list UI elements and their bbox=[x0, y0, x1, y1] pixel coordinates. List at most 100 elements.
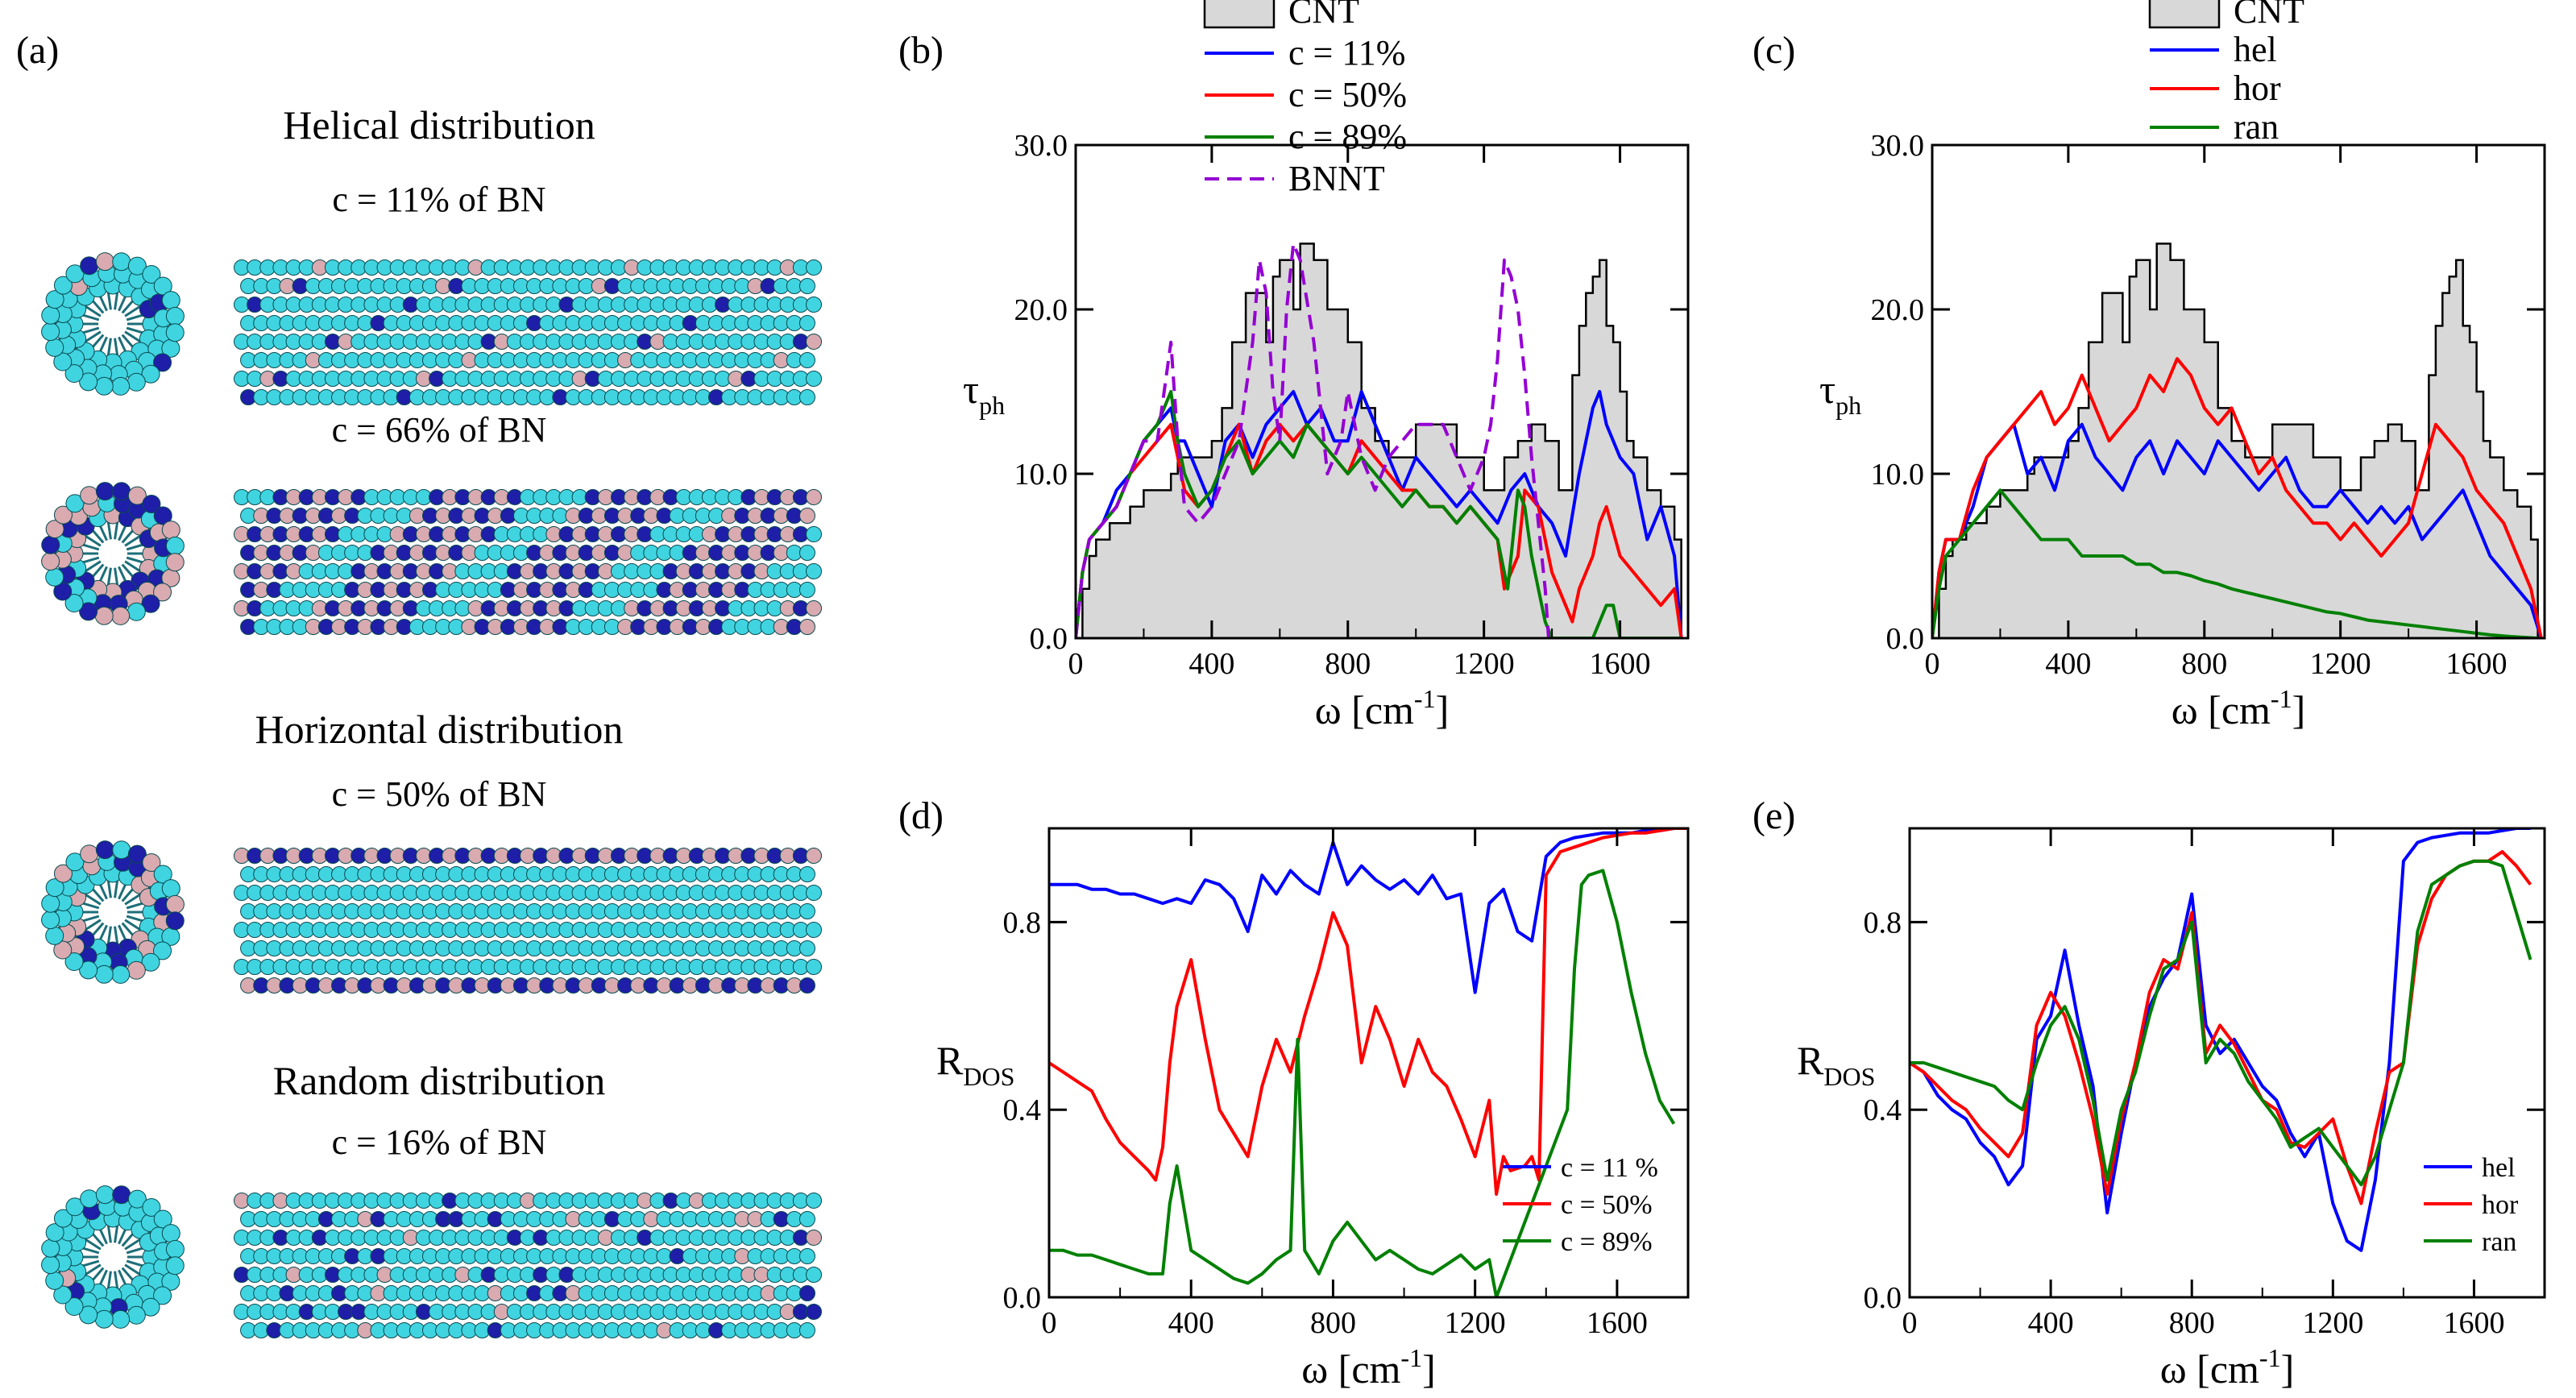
x-tick-label: 1200 bbox=[1445, 1306, 1506, 1340]
legend-label: hor bbox=[2234, 68, 2281, 108]
series-line bbox=[1932, 422, 2543, 638]
legend-label: ran bbox=[2482, 1227, 2516, 1257]
atom bbox=[153, 583, 172, 602]
atom bbox=[153, 1209, 172, 1229]
atom bbox=[94, 606, 114, 625]
atom bbox=[799, 903, 815, 919]
atom bbox=[127, 372, 146, 392]
atom bbox=[64, 952, 84, 972]
atom bbox=[806, 1267, 822, 1283]
atom bbox=[45, 1223, 64, 1242]
atom bbox=[80, 486, 99, 505]
axes-frame bbox=[1047, 827, 1690, 1299]
atom bbox=[65, 494, 85, 513]
plot-area bbox=[1910, 828, 2532, 1252]
x-tick-label: 0 bbox=[1042, 1306, 1057, 1340]
tube-bore bbox=[98, 309, 127, 338]
atom bbox=[53, 864, 73, 883]
plot-area bbox=[1049, 828, 1688, 1297]
y-axis-title: τph bbox=[963, 367, 1005, 420]
random-title: Random distribution bbox=[273, 1058, 606, 1103]
atom bbox=[806, 563, 822, 579]
atom bbox=[112, 482, 131, 501]
atom bbox=[94, 964, 114, 984]
y-tick-label: 0.4 bbox=[1003, 1093, 1042, 1127]
atom bbox=[806, 600, 822, 616]
series-line bbox=[1910, 828, 2531, 1252]
atom bbox=[806, 526, 822, 542]
atom bbox=[64, 364, 84, 384]
atom bbox=[94, 376, 114, 396]
x-tick-label: 800 bbox=[1310, 1306, 1356, 1340]
x-axis-title: ω [cm-1] bbox=[1315, 684, 1449, 732]
legend-label: c = 50% bbox=[1561, 1190, 1653, 1220]
y-tick-label: 30.0 bbox=[1014, 129, 1068, 163]
atom bbox=[65, 264, 85, 284]
series-line bbox=[1076, 390, 1682, 638]
atom bbox=[806, 1230, 822, 1246]
atom bbox=[41, 1255, 60, 1275]
atom bbox=[65, 852, 85, 872]
x-axis-title: ω [cm-1] bbox=[2160, 1343, 2294, 1392]
atom bbox=[53, 352, 73, 371]
legend-label: CNT bbox=[2234, 0, 2304, 31]
atom bbox=[141, 952, 160, 972]
atom bbox=[141, 594, 160, 613]
series-line bbox=[1932, 488, 2538, 638]
x-tick-label: 400 bbox=[2028, 1306, 2074, 1340]
legend-label: c = 89% bbox=[1288, 117, 1407, 156]
series-cnt-area bbox=[1076, 243, 1682, 638]
series-line bbox=[1076, 422, 1683, 638]
atom bbox=[165, 911, 185, 931]
legend-label: hel bbox=[2482, 1153, 2516, 1183]
atom bbox=[141, 364, 160, 384]
atom bbox=[53, 505, 73, 525]
atom bbox=[799, 582, 815, 598]
atom bbox=[799, 1285, 815, 1301]
atom bbox=[806, 848, 822, 864]
legend-label: BNNT bbox=[1288, 159, 1385, 198]
atom bbox=[127, 844, 147, 864]
helical-title: Helical distribution bbox=[283, 102, 595, 147]
atom bbox=[806, 1304, 822, 1320]
atom bbox=[45, 926, 64, 945]
atom bbox=[64, 1297, 84, 1317]
atom bbox=[806, 885, 822, 901]
x-tick-label: 1600 bbox=[2446, 647, 2508, 681]
series-line bbox=[1932, 357, 2543, 638]
x-axis-title: ω [cm-1] bbox=[1301, 1343, 1435, 1392]
x-tick-label: 0 bbox=[1902, 1306, 1918, 1340]
panel-letter: (c) bbox=[1753, 29, 1795, 72]
atom bbox=[45, 567, 64, 587]
x-tick-label: 800 bbox=[2169, 1306, 2215, 1340]
atom bbox=[112, 1185, 131, 1205]
x-tick-label: 1600 bbox=[1587, 1306, 1648, 1340]
atom bbox=[111, 376, 131, 396]
atom bbox=[80, 256, 99, 276]
series-line bbox=[1049, 869, 1676, 1297]
x-tick-label: 1600 bbox=[2443, 1306, 2504, 1340]
atom bbox=[142, 494, 161, 513]
atom bbox=[65, 1197, 85, 1217]
atom bbox=[53, 582, 73, 601]
atom bbox=[161, 1224, 180, 1243]
atom bbox=[95, 252, 114, 272]
x-tick-label: 1200 bbox=[2310, 647, 2371, 681]
panel-letter: (e) bbox=[1753, 794, 1795, 837]
atom bbox=[45, 520, 64, 539]
atom bbox=[142, 852, 161, 872]
atom bbox=[45, 290, 64, 309]
legend-swatch bbox=[2148, 0, 2221, 29]
atom bbox=[79, 1305, 98, 1325]
panel-letter: (d) bbox=[898, 794, 944, 837]
chart-panel-e: (e) 0 400 800 1200 1600 0.0 0.4 0.8 ω [cm-1] RDOS h… bbox=[1753, 794, 2546, 1392]
x-tick-label: 0 bbox=[1925, 647, 1940, 681]
y-tick-label: 0.0 bbox=[1030, 622, 1068, 656]
atom bbox=[79, 960, 98, 980]
atom bbox=[127, 960, 146, 980]
atom bbox=[799, 866, 815, 882]
atom bbox=[95, 482, 114, 501]
atom bbox=[41, 911, 60, 930]
legend-swatch bbox=[1203, 0, 1276, 29]
